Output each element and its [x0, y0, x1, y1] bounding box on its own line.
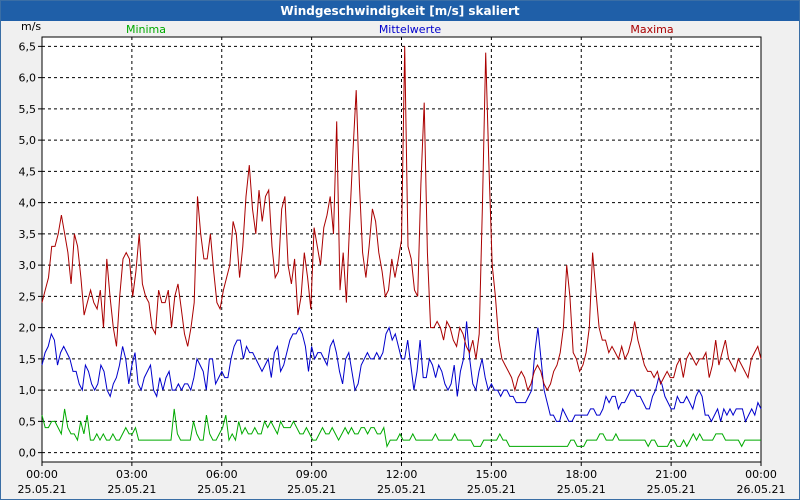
y-tick-label: 5,5: [19, 103, 37, 116]
x-tick-label-date: 25.05.21: [467, 483, 516, 496]
x-tick-label-date: 25.05.21: [197, 483, 246, 496]
y-tick-label: 1,5: [19, 353, 37, 366]
legend-entry: Maxima: [630, 23, 673, 36]
legend-entry: Mittelwerte: [379, 23, 442, 36]
x-tick-label-date: 25.05.21: [18, 483, 67, 496]
x-tick-label-time: 00:00: [26, 468, 58, 481]
y-tick-label: 2,5: [19, 290, 37, 303]
x-tick-label-time: 06:00: [206, 468, 238, 481]
x-tick-label-date: 25.05.21: [107, 483, 156, 496]
series-line-mittelwerte: [41, 321, 762, 423]
chart-canvas: 0,0 0,5 1,0 1,5 2,0 2,5 3,0 3,5 4,0 4,5 5,0 5,5 6,0 6…: [18, 21, 786, 496]
y-tick-label: 6,5: [19, 40, 37, 53]
x-tick-label-time: 09:00: [296, 468, 328, 481]
y-axis-label: m/s: [21, 21, 41, 33]
y-tick-label: 4,0: [19, 197, 37, 210]
x-tick-label-time: 18:00: [565, 468, 597, 481]
y-tick-label: 0,0: [19, 447, 37, 460]
x-tick-label-time: 03:00: [116, 468, 148, 481]
y-tick-label: 3,5: [19, 228, 37, 241]
series-line-minima: [41, 408, 761, 448]
x-tick-label-date: 25.05.21: [647, 483, 696, 496]
y-tick-label: 2,0: [19, 322, 37, 335]
legend-entry: Minima: [126, 23, 166, 36]
x-tick-label-time: 15:00: [476, 468, 508, 481]
chart-title: Windgeschwindigkeit [m/s] skaliert: [1, 1, 799, 21]
x-tick-label-date: 26.05.21: [737, 483, 786, 496]
y-tick-label: 6,0: [19, 72, 37, 85]
y-tick-label: 3,0: [19, 259, 37, 272]
x-tick-label-date: 25.05.21: [377, 483, 426, 496]
y-tick-label: 4,5: [19, 165, 37, 178]
series-layer: [41, 46, 762, 448]
legend: Minima Mittelwerte Maxima: [126, 23, 674, 36]
grid: [42, 37, 761, 462]
x-tick-label-date: 25.05.21: [287, 483, 336, 496]
x-tick-label-time: 00:00: [745, 468, 777, 481]
y-tick-label: 5,0: [19, 134, 37, 147]
y-tick-label: 0,5: [19, 415, 37, 428]
series-line-maxima: [41, 46, 762, 393]
y-tick-label: 1,0: [19, 384, 37, 397]
x-tick-label-time: 21:00: [655, 468, 687, 481]
x-tick-label-date: 25.05.21: [557, 483, 606, 496]
axes: 0,0 0,5 1,0 1,5 2,0 2,5 3,0 3,5 4,0 4,5 5,0 5,5 6,0 6…: [18, 21, 786, 496]
x-tick-label-time: 12:00: [386, 468, 418, 481]
